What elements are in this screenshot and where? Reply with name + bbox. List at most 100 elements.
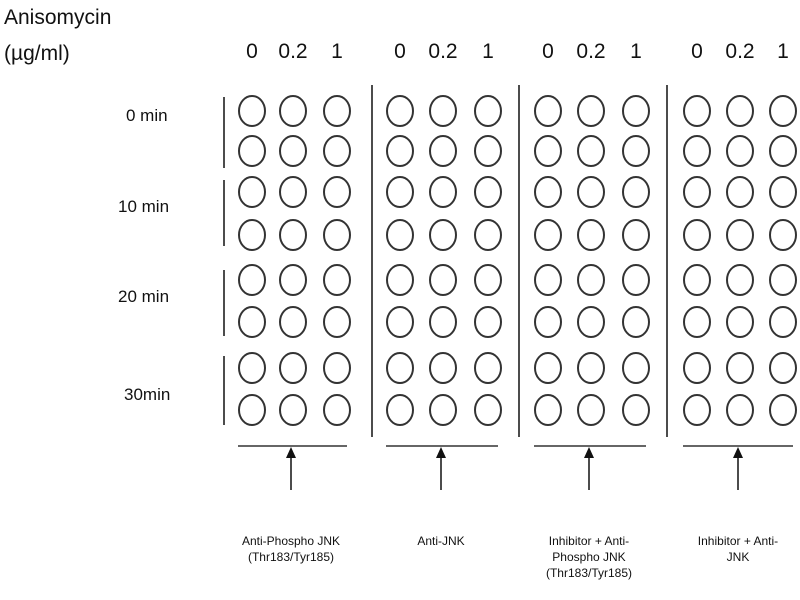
well-circle [386,394,414,426]
well-circle [534,219,562,251]
well-circle [238,264,266,296]
well-circle [474,219,502,251]
well-circle [577,394,605,426]
concentration-label: 1 [482,40,494,63]
well-circle [238,95,266,127]
well-circle [323,95,351,127]
well-circle [429,219,457,251]
concentration-label: 0.2 [428,40,458,63]
well-circle [474,394,502,426]
well-circle [622,394,650,426]
well-circle [622,219,650,251]
well-circle [279,176,307,208]
well-circle [622,95,650,127]
well-circle [323,176,351,208]
well-circle [429,352,457,384]
well-circle [769,394,797,426]
group-label: Anti-JNK [417,534,465,548]
well-circle [534,95,562,127]
time-label: 0 min [126,106,168,125]
well-circle [534,264,562,296]
well-circle [726,135,754,167]
well-circle [238,219,266,251]
well-circle [769,219,797,251]
concentration-label: 0 [542,40,554,63]
well-circle [323,394,351,426]
axis-title-line2: (µg/ml) [4,42,70,65]
well-circle [238,176,266,208]
well-circle [577,135,605,167]
concentration-label: 1 [630,40,642,63]
time-label: 10 min [118,197,170,216]
concentration-label: 1 [331,40,343,63]
axis-title-line1: Anisomycin [4,6,112,29]
well-circle [429,95,457,127]
well-circle [683,176,711,208]
concentration-label: 0.2 [576,40,606,63]
well-circle [769,264,797,296]
arrow-up-icon [436,447,446,458]
well-circle [386,176,414,208]
concentration-label: 0 [246,40,258,63]
arrow-up-icon [733,447,743,458]
well-circle [323,352,351,384]
well-circle [386,135,414,167]
well-circle [726,394,754,426]
well-circle [474,264,502,296]
well-circle [683,135,711,167]
well-circle [429,394,457,426]
well-circle [474,352,502,384]
well-circle [577,264,605,296]
well-circle [279,394,307,426]
concentration-label: 0 [394,40,406,63]
well-circle [279,352,307,384]
well-circle [683,352,711,384]
well-circle [323,135,351,167]
arrow-up-icon [584,447,594,458]
well-circle [769,176,797,208]
concentration-label: 0 [691,40,703,63]
well-circle [622,306,650,338]
well-circle [769,95,797,127]
well-circle [726,219,754,251]
well-circle [577,219,605,251]
well-circle [386,95,414,127]
group-label: Anti-Phospho JNK (Thr183/Tyr185) [241,534,341,564]
well-circle [622,264,650,296]
well-circle [534,135,562,167]
well-circle [429,264,457,296]
well-circle [386,306,414,338]
well-circle [534,394,562,426]
well-circle [238,306,266,338]
well-circle [474,176,502,208]
well-circle [279,219,307,251]
well-circle [577,306,605,338]
concentration-label: 1 [777,40,789,63]
arrow-up-icon [286,447,296,458]
well-circle [429,135,457,167]
well-circle [726,95,754,127]
well-circle [534,352,562,384]
well-circle [386,219,414,251]
well-circle [683,219,711,251]
time-label: 30min [124,385,171,404]
well-circle [429,176,457,208]
well-circle [726,306,754,338]
well-circle [534,306,562,338]
concentration-label: 0.2 [278,40,308,63]
well-circle [577,176,605,208]
well-circle [769,352,797,384]
well-circle [683,394,711,426]
well-circle [577,95,605,127]
well-circle [386,264,414,296]
well-circle [769,135,797,167]
well-circle [726,176,754,208]
well-circle [577,352,605,384]
well-circle [769,306,797,338]
well-circle [238,352,266,384]
well-circle [238,394,266,426]
well-circle [323,264,351,296]
well-circle [683,264,711,296]
